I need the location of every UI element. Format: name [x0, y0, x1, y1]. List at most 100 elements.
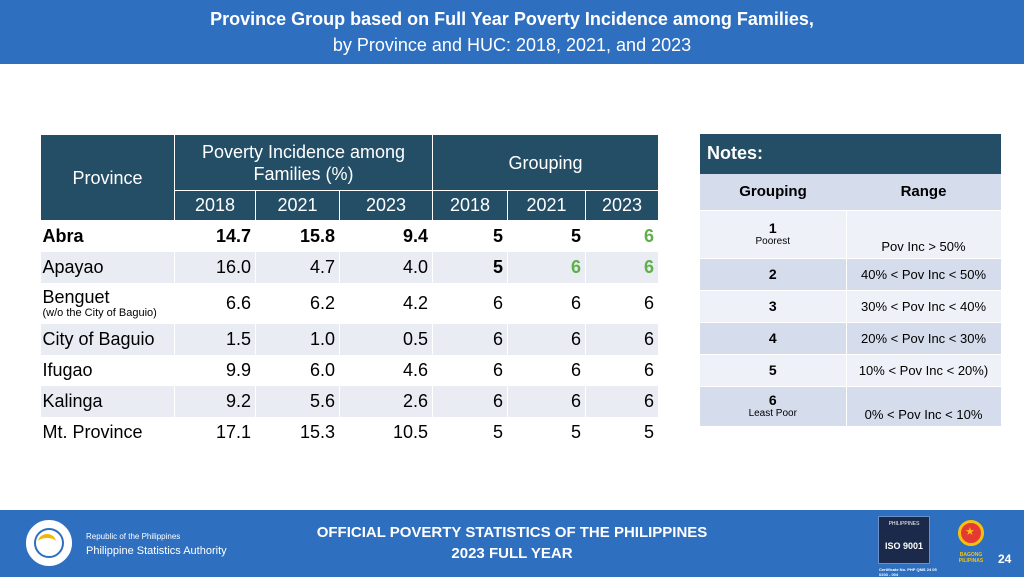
group-cell: 6 [585, 354, 660, 386]
group-label: Least Poor [748, 408, 797, 419]
table-row: City of Baguio 1.5 1.0 0.5 6 6 6 [40, 323, 660, 355]
group-cell: 6 [507, 354, 587, 386]
group-cell: 5 [507, 416, 587, 448]
notes-row: 1 Poorest Pov Inc > 50% [700, 210, 1002, 259]
group-number: 5 [700, 354, 847, 387]
group-number: 6 Least Poor [700, 386, 847, 427]
incidence-cell: 4.0 [339, 251, 434, 283]
table-row: Kalinga 9.2 5.6 2.6 6 6 6 [40, 385, 660, 417]
header-grouping: Grouping [432, 134, 660, 191]
group-cell: 6 [432, 354, 509, 386]
group-number: 2 [700, 258, 847, 291]
incidence-cell: 17.1 [174, 416, 256, 448]
notes-row: 3 30% < Pov Inc < 40% [700, 290, 1002, 323]
notes-header-range: Range [846, 174, 1001, 211]
province-name: Abra [40, 220, 175, 252]
incidence-cell: 16.0 [174, 251, 256, 283]
incidence-cell: 9.2 [174, 385, 256, 417]
incidence-cell: 5.6 [255, 385, 340, 417]
province-name: Ifugao [40, 354, 175, 386]
group-range: 20% < Pov Inc < 30% [846, 322, 1002, 355]
group-range: 40% < Pov Inc < 50% [846, 258, 1002, 291]
group-range: 30% < Pov Inc < 40% [846, 290, 1002, 323]
group-number: 1 Poorest [700, 210, 847, 259]
incidence-cell: 1.5 [174, 323, 256, 355]
incidence-cell: 9.4 [339, 220, 434, 252]
group-cell: 6 [507, 282, 587, 324]
incidence-cell: 14.7 [174, 220, 256, 252]
bagong-pilipinas-logo: ★ BAGONG PILIPINAS [948, 520, 994, 564]
header-year: 2023 [585, 190, 660, 221]
incidence-cell: 2.6 [339, 385, 434, 417]
group-cell: 6 [432, 385, 509, 417]
notes-row: 2 40% < Pov Inc < 50% [700, 258, 1002, 291]
page-title: Province Group based on Full Year Povert… [210, 9, 814, 29]
group-cell: 6 [585, 385, 660, 417]
incidence-cell: 4.6 [339, 354, 434, 386]
incidence-cell: 15.3 [255, 416, 340, 448]
incidence-cell: 6.0 [255, 354, 340, 386]
notes-panel: Notes: Grouping Range 1 Poorest Pov Inc >… [700, 134, 1002, 427]
footer-banner: Republic of the Philippines Philippine S… [0, 510, 1024, 577]
notes-row: 6 Least Poor 0% < Pov Inc < 10% [700, 386, 1002, 427]
table-row: Abra 14.7 15.8 9.4 5 5 6 [40, 220, 660, 252]
footer-title: OFFICIAL POVERTY STATISTICS OF THE PHILI… [316, 524, 708, 541]
group-number: 4 [700, 322, 847, 355]
table-row: Mt. Province 17.1 15.3 10.5 5 5 5 [40, 416, 660, 448]
group-cell: 5 [507, 220, 587, 252]
group-number: 3 [700, 290, 847, 323]
group-cell: 5 [432, 416, 509, 448]
group-cell: 6 [432, 323, 509, 355]
header-year: 2021 [507, 190, 587, 221]
group-range: Pov Inc > 50% [846, 210, 1002, 259]
notes-row: 4 20% < Pov Inc < 30% [700, 322, 1002, 355]
table-row: Apayao 16.0 4.7 4.0 5 6 6 [40, 251, 660, 283]
group-cell: 5 [432, 220, 509, 252]
incidence-cell: 15.8 [255, 220, 340, 252]
group-label: Poorest [755, 236, 790, 247]
table-row: Ifugao 9.9 6.0 4.6 6 6 6 [40, 354, 660, 386]
header-year: 2018 [432, 190, 509, 221]
header-poverty-incidence: Poverty Incidence among Families (%) [173, 134, 434, 191]
incidence-cell: 4.2 [339, 282, 434, 324]
org-country: Republic of the Philippines [86, 532, 181, 541]
group-cell-changed: 6 [507, 251, 587, 283]
province-name: Kalinga [40, 385, 175, 417]
notes-title: Notes: [700, 134, 1001, 174]
incidence-cell: 6.6 [174, 282, 256, 324]
header-year: 2023 [338, 190, 434, 221]
group-cell-changed: 6 [585, 251, 660, 283]
incidence-cell: 9.9 [174, 354, 256, 386]
iso-badge: PHILIPPINES ISO 9001 Certificate No. PHP… [878, 516, 937, 577]
notes-table: Grouping Range 1 Poorest Pov Inc > 50% 2 … [700, 174, 1002, 427]
province-name: Mt. Province [40, 416, 175, 448]
group-range: 10% < Pov Inc < 20%) [846, 354, 1002, 387]
group-cell: 5 [585, 416, 660, 448]
table-row: Benguet (w/o the City of Baguio) 6.6 6.2… [40, 282, 660, 324]
group-cell: 6 [585, 282, 660, 324]
group-range: 0% < Pov Inc < 10% [846, 386, 1002, 427]
group-cell: 6 [585, 323, 660, 355]
province-note: (w/o the City of Baguio) [42, 306, 157, 319]
group-cell: 6 [507, 323, 587, 355]
group-cell-changed: 6 [585, 220, 660, 252]
province-name: Apayao [40, 251, 175, 283]
incidence-cell: 1.0 [255, 323, 340, 355]
incidence-cell: 6.2 [255, 282, 340, 324]
group-cell: 5 [432, 251, 509, 283]
psa-logo [24, 518, 74, 568]
notes-header-grouping: Grouping [700, 174, 846, 211]
incidence-cell: 10.5 [339, 416, 434, 448]
province-name: Benguet (w/o the City of Baguio) [40, 282, 175, 324]
title-banner: Province Group based on Full Year Povert… [0, 0, 1024, 64]
iso-certificate: Certificate No. PHP QMS 24 05 0203 - 004 [879, 567, 937, 577]
page-number: 24 [998, 552, 1012, 566]
footer-subtitle: 2023 FULL YEAR [451, 545, 573, 562]
notes-row: 5 10% < Pov Inc < 20%) [700, 354, 1002, 387]
incidence-cell: 4.7 [255, 251, 340, 283]
group-cell: 6 [507, 385, 587, 417]
poverty-table: Province Poverty Incidence among Familie… [40, 134, 660, 448]
province-name: City of Baguio [40, 323, 175, 355]
header-year: 2021 [255, 190, 340, 221]
incidence-cell: 0.5 [339, 323, 434, 355]
